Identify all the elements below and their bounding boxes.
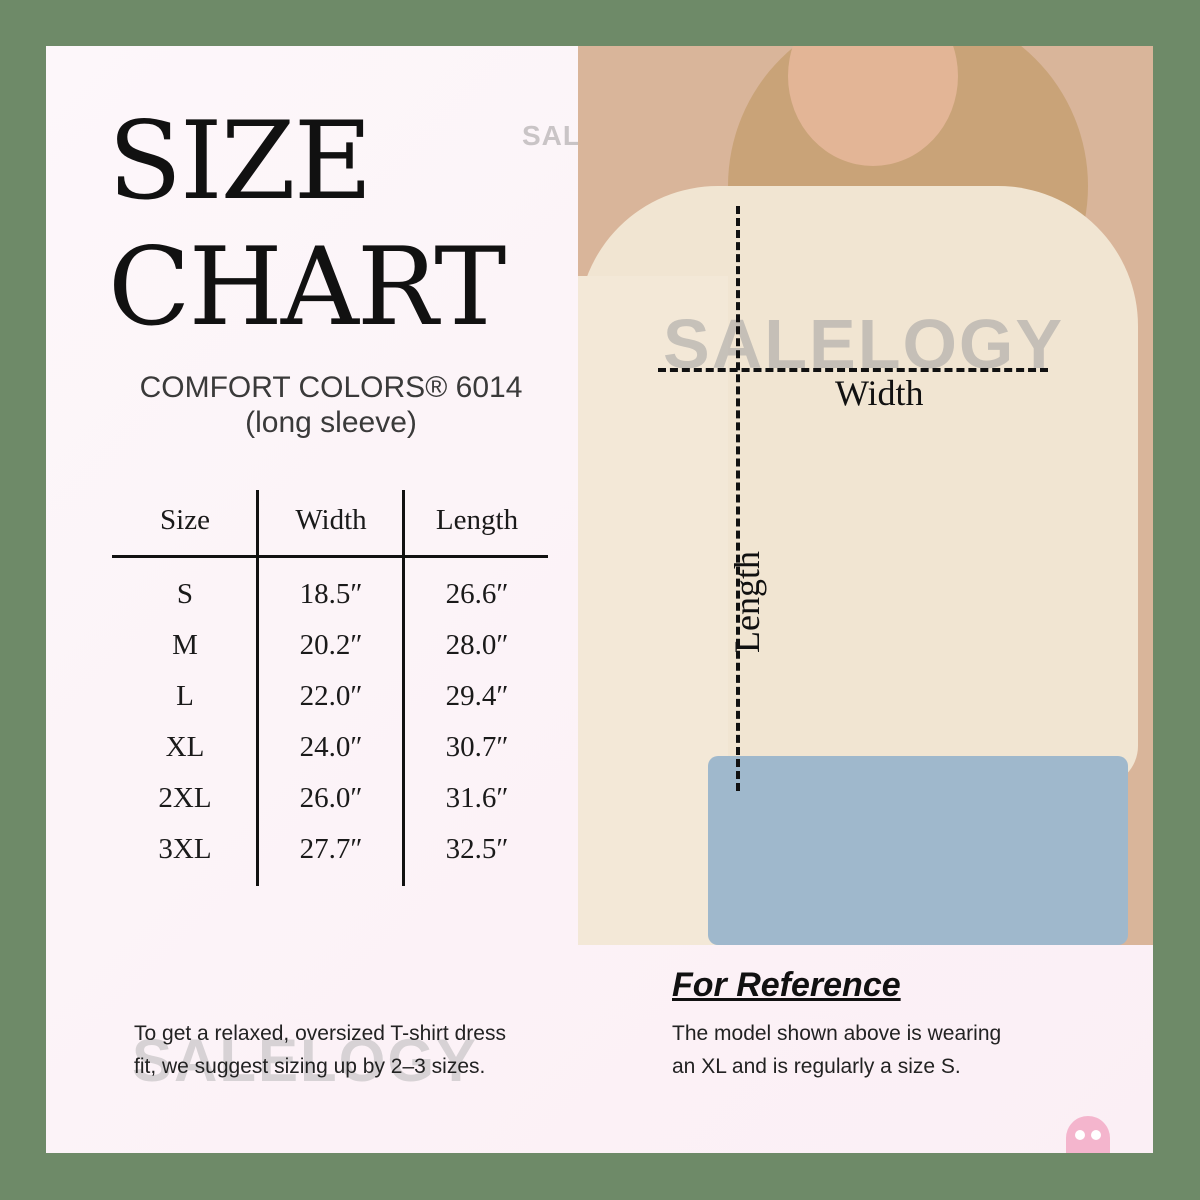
title-line-1: SIZE: [108, 99, 373, 224]
table-cell: 24.0″: [299, 731, 363, 763]
table-cell: S: [176, 578, 194, 610]
table-cell: 26.0″: [299, 782, 363, 814]
model-photo: SALELOGY Width Length: [578, 46, 1153, 945]
table-cell: M: [172, 629, 198, 661]
sleeve: [578, 276, 728, 945]
header-divider: [112, 555, 548, 558]
length-dashed-line: [736, 206, 740, 791]
column-divider: [402, 490, 405, 886]
table-cell: 26.6″: [445, 578, 509, 610]
title-line-2: CHART: [108, 225, 506, 350]
table-cell: 20.2″: [299, 629, 363, 661]
pink-ghost-icon: [1066, 1116, 1110, 1153]
reference-line: an XL and is regularly a size S.: [672, 1054, 961, 1078]
table-cell: 29.4″: [445, 680, 509, 712]
length-label: Length: [726, 551, 767, 653]
fit-note-line: To get a relaxed, oversized T-shirt dres…: [134, 1022, 506, 1045]
size-chart-panel: SIZE CHART COMFORT COLORS® 6014 (long sl…: [46, 46, 1153, 1153]
fit-note-line: fit, we suggest sizing up by 2–3 sizes.: [134, 1054, 486, 1078]
table-cell: 27.7″: [299, 833, 363, 865]
table-cell: XL: [165, 731, 205, 763]
table-cell: 31.6″: [445, 782, 509, 814]
reference-line: The model shown above is wearing: [672, 1022, 1002, 1045]
column-header-size: Size: [160, 504, 210, 536]
reference-text: The model shown above is wearing an XL a…: [672, 1018, 1001, 1083]
width-dashed-line: [658, 368, 1048, 372]
table-cell: 3XL: [158, 833, 212, 865]
column-header-length: Length: [435, 504, 519, 536]
width-label: Width: [835, 373, 924, 413]
product-subtitle: COMFORT COLORS® 6014 (long sleeve): [116, 371, 546, 440]
table-cell: 32.5″: [445, 833, 509, 865]
column-divider: [256, 490, 259, 886]
size-table: Size Width Length S 18.5″ 26.6″ M 20.2″ 28.0″ L 22…: [112, 490, 548, 886]
table-cell: 18.5″: [299, 578, 363, 610]
watermark-bottom: SALELOGY: [132, 1027, 479, 1094]
denim-shorts: [708, 756, 1128, 945]
product-name: COMFORT COLORS® 6014: [139, 371, 523, 404]
fit-note: To get a relaxed, oversized T-shirt dres…: [134, 1018, 506, 1083]
column-header-width: Width: [295, 504, 367, 536]
product-variant: (long sleeve): [245, 405, 417, 439]
table-cell: 22.0″: [299, 680, 363, 712]
table-cell: 28.0″: [445, 629, 509, 661]
table-cell: L: [176, 680, 194, 712]
table-cell: 2XL: [158, 782, 212, 814]
reference-heading: For Reference: [672, 966, 901, 1004]
table-cell: 30.7″: [445, 731, 509, 763]
